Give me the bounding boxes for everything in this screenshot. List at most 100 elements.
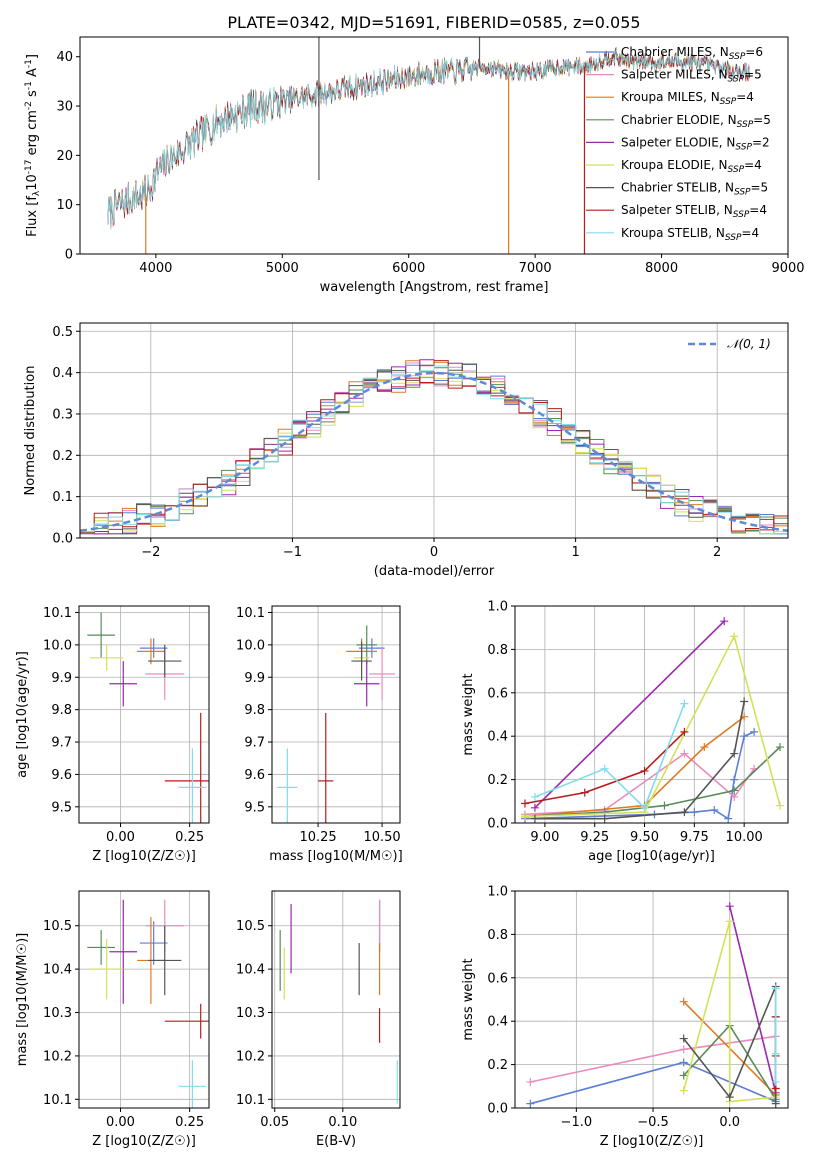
weight-marker — [530, 803, 539, 812]
legend-nssp: =5 — [744, 68, 762, 82]
y-tick-label: 0.3 — [52, 407, 73, 422]
weight-marker — [580, 788, 589, 797]
legend-series-name: Kroupa ELODIE — [621, 158, 711, 172]
x-axis-label: (data-model)/error — [374, 564, 495, 579]
legend-nssp: =5 — [751, 181, 769, 195]
legend-subscript: SSP — [735, 142, 752, 152]
weight-marker — [520, 799, 529, 808]
plot-frame — [78, 890, 210, 1109]
weight-marker — [679, 1058, 688, 1067]
mass-vs-ebv-panel: 0.05 0.10 10.1 10.2 10.3 10.4 10.5 E(B-V) — [236, 890, 401, 1149]
y-axis-label-part: ] — [25, 54, 40, 59]
legend-nssp: =4 — [749, 203, 767, 217]
errorbar-point — [164, 712, 209, 823]
y-axis-label-part: s — [25, 90, 40, 101]
y-axis-label-part: Flux [f — [25, 196, 40, 237]
error-bars — [87, 612, 209, 823]
x-tick-label: 0.00 — [106, 1115, 135, 1130]
legend-nssp: =2 — [752, 135, 770, 149]
y-tick-label: 20 — [56, 149, 73, 164]
errorbar-point — [178, 748, 207, 823]
y-tick-label: 10 — [56, 198, 73, 213]
errorbar-point — [277, 748, 298, 823]
weight-marker — [679, 997, 688, 1006]
errorbar-point — [351, 641, 372, 681]
legend-series-name: Chabrier MILES — [621, 45, 712, 59]
weight-marker — [771, 984, 780, 993]
x-tick-label: 0 — [430, 545, 438, 560]
x-tick-label: 10.00 — [726, 830, 763, 845]
weight-marker — [660, 801, 669, 810]
legend-entry: Kroupa ELODIE, NSSP=4 — [621, 158, 762, 175]
y-axis-label: mass weight — [461, 673, 476, 755]
weight-marker — [730, 786, 739, 795]
errorbar-point — [318, 712, 334, 823]
x-tick-label: 10.25 — [299, 830, 336, 845]
y-tick-label: 1.0 — [487, 885, 508, 900]
errorbar-point — [139, 638, 168, 658]
y-tick-label: 10.3 — [43, 1006, 72, 1021]
weight-marker — [725, 902, 734, 911]
x-tick-label: 0.00 — [106, 830, 135, 845]
y-tick-label: 10.2 — [236, 1049, 265, 1064]
legend-entry: Chabrier ELODIE, NSSP=5 — [621, 113, 771, 130]
x-tick-label: 1 — [571, 545, 579, 560]
weight-marker — [520, 812, 529, 821]
errorbar-point — [353, 661, 380, 707]
weight-line — [524, 634, 781, 818]
legend-subscript: SSP — [725, 233, 742, 243]
legend-series-name: Salpeter MILES — [621, 68, 711, 82]
y-axis-label: mass weight — [461, 958, 476, 1040]
weight-marker — [530, 814, 539, 823]
errorbar-point — [90, 938, 124, 1000]
legend-nssp: =4 — [744, 158, 762, 172]
legend-subscript: SSP — [734, 188, 751, 198]
mass-vs-metallicity-panel: 0.00 0.25 10.1 10.2 10.3 10.4 10.5 Z [log10(Z/Z… — [15, 890, 210, 1149]
weight-marker — [679, 1086, 688, 1095]
x-tick-label: −1 — [283, 545, 302, 560]
errorbar-point — [369, 648, 395, 700]
legend-series-name: Chabrier STELIB — [621, 181, 717, 195]
weight-marker — [526, 1077, 535, 1086]
weight-marker — [730, 632, 739, 641]
legend-subscript: SSP — [733, 210, 750, 220]
y-tick-label: 10.0 — [43, 638, 72, 653]
weight-marker — [679, 1034, 688, 1043]
y-tick-label: 10.0 — [236, 638, 265, 653]
weight-line — [682, 921, 776, 1103]
y-tick-label: 10.5 — [43, 919, 72, 934]
weight-marker — [724, 814, 733, 823]
x-axis-label: Z [log10(Z/Z☉)] — [600, 1134, 704, 1149]
y-tick-label: 0.4 — [487, 1015, 508, 1030]
weight-marker — [690, 808, 699, 817]
weight-marker — [679, 1071, 688, 1080]
weight-marker — [771, 1099, 780, 1108]
weight-marker — [679, 1045, 688, 1054]
weight-marker — [730, 749, 739, 758]
legend-sep: , N — [719, 135, 736, 149]
legend-sep: , N — [708, 226, 725, 240]
weight-marker — [771, 1049, 780, 1058]
legend-series-name: Kroupa STELIB — [621, 226, 708, 240]
legend-nssp: =4 — [736, 90, 754, 104]
errorbar-point — [87, 930, 115, 965]
weight-series — [530, 617, 729, 812]
weight-line — [524, 746, 781, 818]
weight-marker — [526, 1099, 535, 1108]
y-axis-label: Normed distribution — [23, 366, 38, 496]
y-tick-label: 10.4 — [236, 963, 265, 978]
x-tick-label: 7000 — [519, 261, 552, 276]
y-axis-label-part: λ — [32, 190, 42, 196]
weight-marker — [640, 766, 649, 775]
legend-series-name: Salpeter ELODIE — [621, 135, 719, 149]
plot-frame — [514, 605, 789, 824]
errorbar-point — [90, 644, 124, 671]
weight-marker — [710, 805, 719, 814]
y-tick-label: 0 — [65, 248, 73, 263]
weight-marker — [680, 749, 689, 758]
weight-lines — [526, 902, 780, 1108]
legend-subscript: SSP — [728, 75, 745, 85]
errorbar-point — [356, 625, 377, 665]
y-tick-label: 30 — [56, 100, 73, 115]
